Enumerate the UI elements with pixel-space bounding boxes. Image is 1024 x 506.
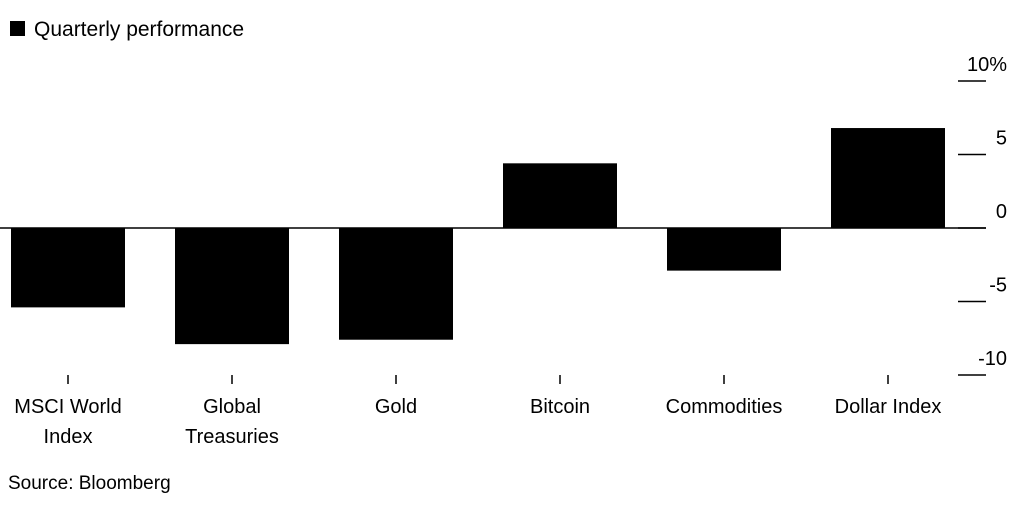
y-tick-label: 5: [996, 128, 1007, 150]
y-tick-label: -10: [978, 348, 1007, 370]
legend: Quarterly performance: [10, 18, 244, 41]
y-axis: 10% 5 0 -5 -10: [958, 54, 1007, 376]
bar-5: [831, 128, 945, 228]
bar-4: [667, 228, 781, 271]
bar-2: [339, 228, 453, 340]
bar-1: [175, 228, 289, 345]
x-category-label: Global Treasuries: [185, 396, 279, 448]
x-axis: MSCI World Index Global Treasuries Gold Bitco…: [14, 375, 941, 448]
x-category-label-line: Index: [44, 426, 93, 448]
legend-label: Quarterly performance: [34, 18, 244, 41]
x-category-label-line: Commodities: [666, 396, 783, 418]
legend-swatch: [10, 21, 25, 36]
x-category-label-line: Treasuries: [185, 426, 279, 448]
bars: [11, 128, 945, 345]
y-tick-label: 10%: [967, 54, 1007, 76]
x-category-label-line: MSCI World: [14, 396, 121, 418]
x-category-label: MSCI World Index: [14, 396, 121, 448]
x-category-label: Gold: [375, 396, 417, 418]
y-tick-label: -5: [989, 275, 1007, 297]
x-category-label-line: Gold: [375, 396, 417, 418]
x-category-label-line: Dollar Index: [835, 396, 942, 418]
y-tick-label: 0: [996, 201, 1007, 223]
bar-0: [11, 228, 125, 308]
source-note: Source: Bloomberg: [8, 473, 171, 494]
x-category-label-line: Bitcoin: [530, 396, 590, 418]
x-category-label: Bitcoin: [530, 396, 590, 418]
bar-3: [503, 163, 617, 228]
x-category-label-line: Global: [203, 396, 261, 418]
x-category-label: Commodities: [666, 396, 783, 418]
x-category-label: Dollar Index: [835, 396, 942, 418]
